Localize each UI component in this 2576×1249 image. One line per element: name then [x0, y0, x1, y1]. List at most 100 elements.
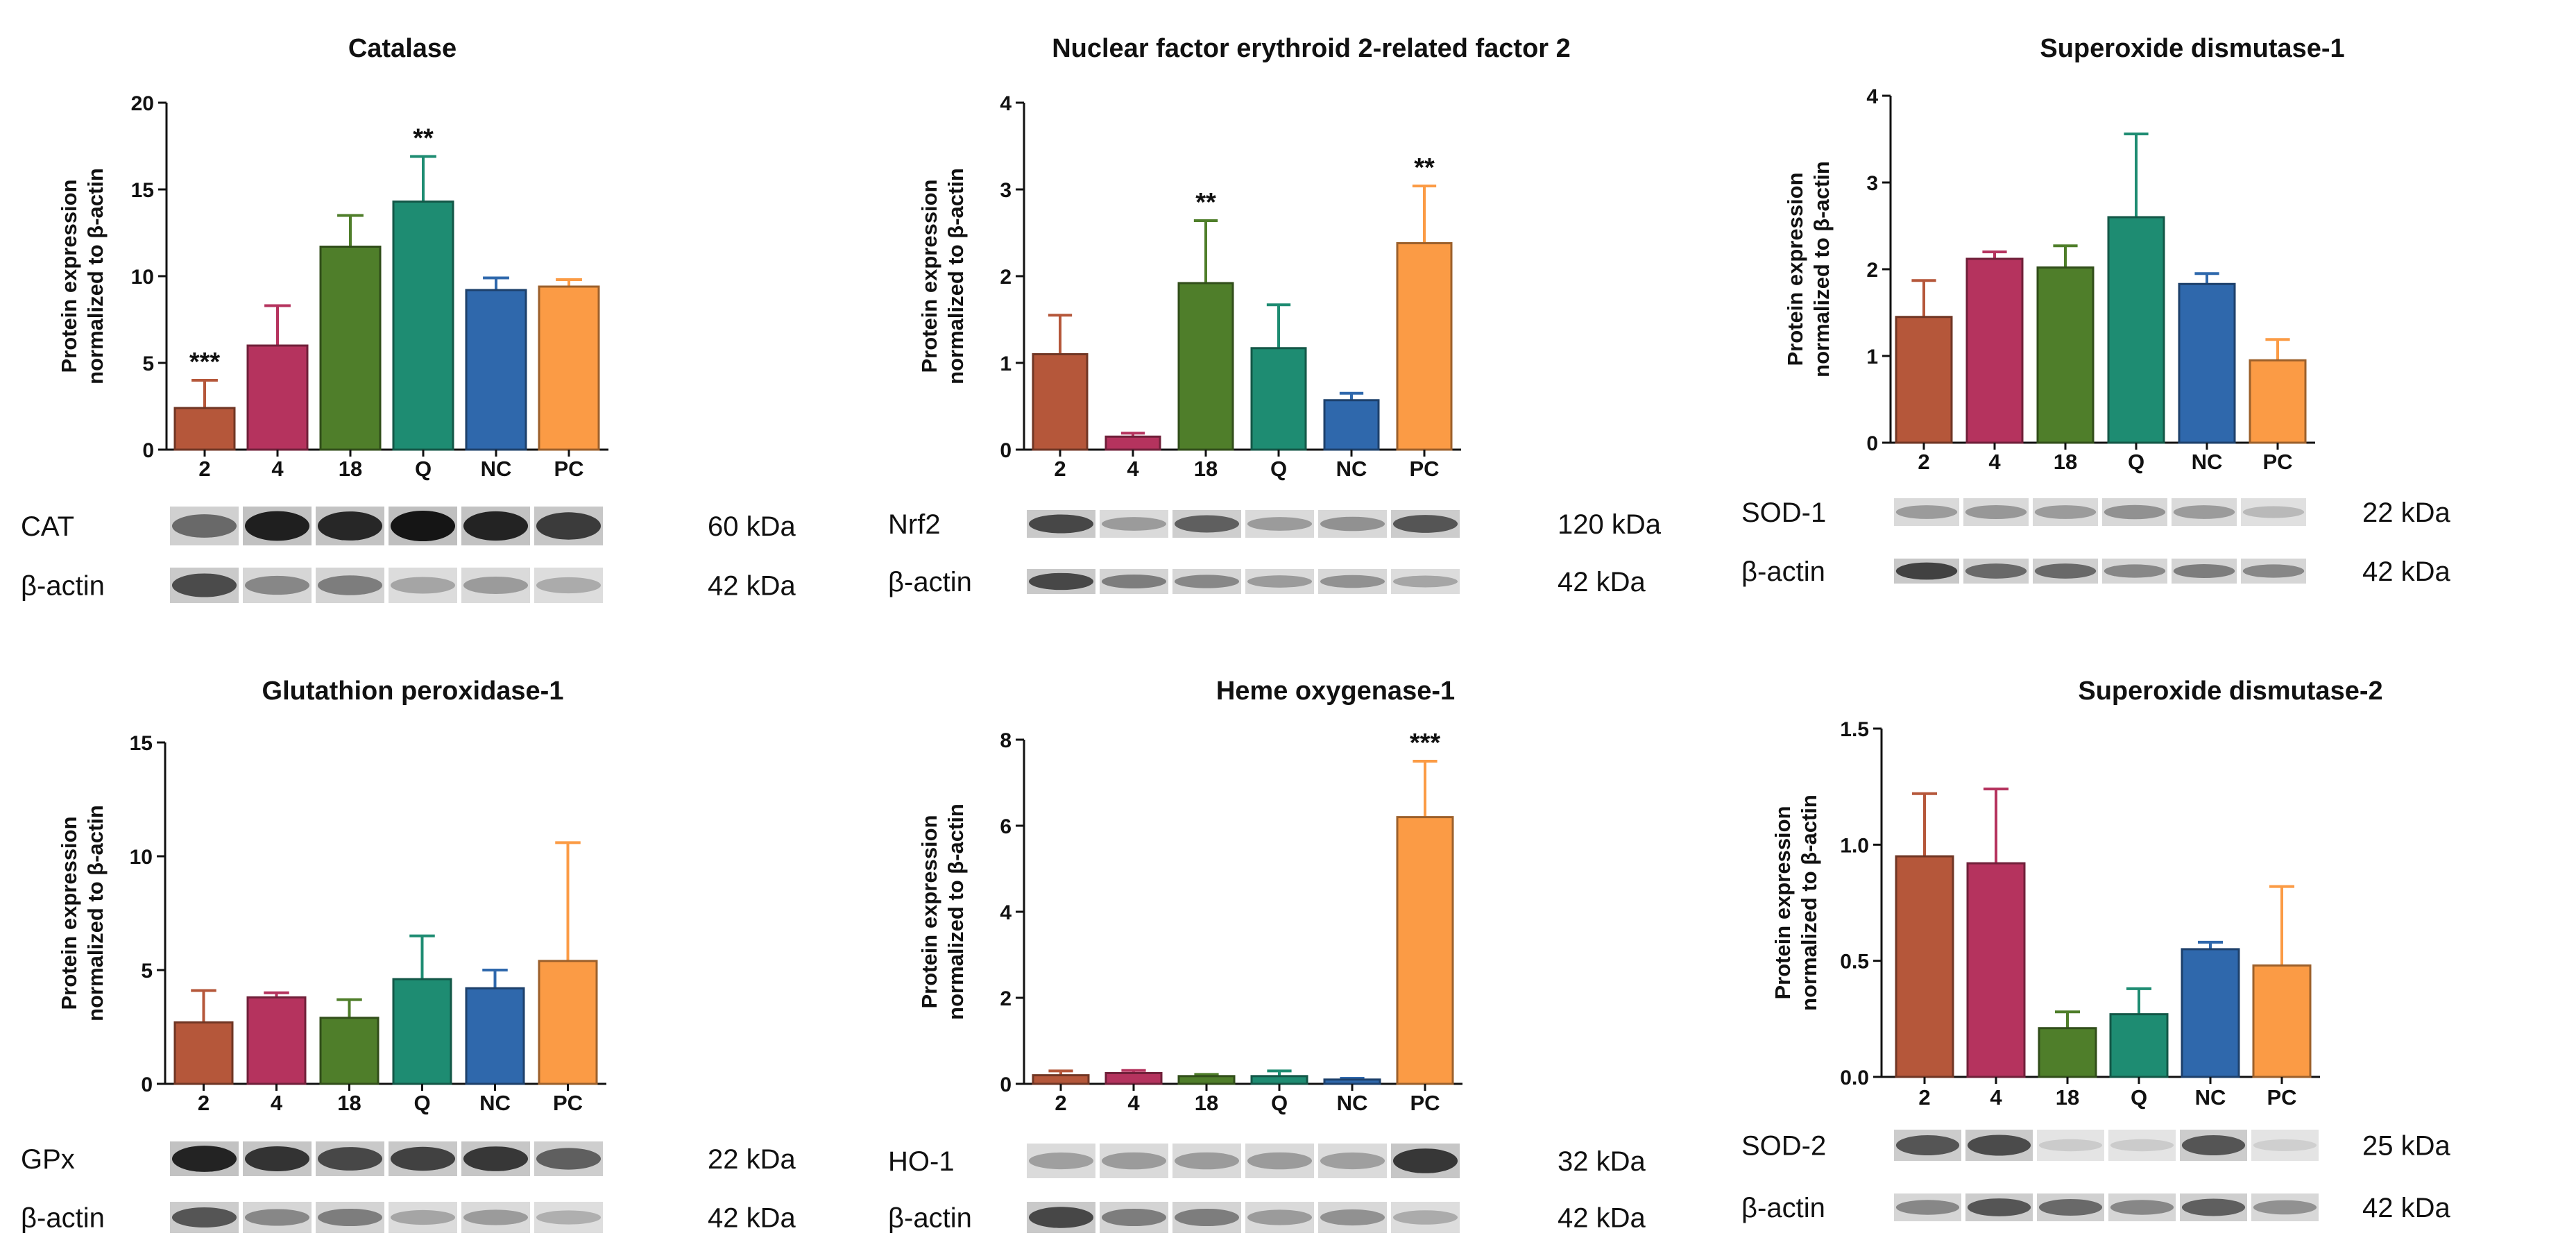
y-tick-label: 15	[131, 179, 154, 202]
category-label: Q	[1270, 457, 1287, 481]
blot-band	[1320, 516, 1385, 532]
blot-kda-label: 42 kDa	[2362, 556, 2450, 587]
category-label: 4	[1988, 450, 2001, 474]
blot-label: CAT	[21, 511, 74, 542]
blot-band	[2110, 1139, 2174, 1152]
y-axis-label-line: Protein expression	[1771, 806, 1795, 999]
panel-5: Superoxide dismutase-2 Protein expression…	[1741, 677, 2450, 1223]
y-tick-label: 6	[1000, 815, 1012, 838]
y-axis-label-line: normalized to β-actin	[1797, 795, 1821, 1011]
y-axis-label-line: normalized to β-actin	[944, 804, 968, 1020]
bar-18	[2036, 266, 2095, 444]
blot-band	[1895, 1135, 1960, 1156]
y-tick-label: 3	[1866, 172, 1878, 195]
blot-band	[1392, 515, 1458, 533]
y-axis-label: Protein expressionnormalized to β-actin	[1783, 161, 1834, 377]
bar-2	[1895, 855, 1954, 1078]
category-label: 4	[271, 1091, 283, 1115]
category-label: NC	[2195, 1085, 2226, 1110]
blot-label: β-actin	[1741, 556, 1825, 587]
blot-band	[244, 1209, 310, 1226]
y-tick-label: 1.5	[1840, 718, 1869, 741]
blot-band	[1967, 1135, 2031, 1156]
y-axis-label-line: normalized to β-actin	[1809, 161, 1834, 377]
category-label: PC	[2267, 1085, 2296, 1110]
y-tick-label: 0	[1866, 432, 1878, 455]
y-axis-label-line: Protein expression	[57, 179, 81, 373]
bar-4	[246, 996, 307, 1085]
blot-band	[171, 1207, 237, 1228]
blot-band	[317, 575, 383, 595]
y-tick-label: 4	[1000, 92, 1012, 115]
panel-2: Superoxide dismutase-1 Protein expression…	[1741, 34, 2450, 587]
y-axis-label-line: normalized to β-actin	[83, 805, 108, 1021]
bar-Q	[392, 978, 452, 1085]
blot-kda-label: 42 kDa	[708, 1203, 796, 1234]
significance-label: ***	[1410, 729, 1441, 758]
blot-band	[463, 511, 529, 541]
blot-label: β-actin	[21, 571, 105, 602]
y-tick-label: 4	[1000, 901, 1012, 924]
panel-4: Heme oxygenase-1 Protein expressionnormal…	[888, 677, 1646, 1234]
blot-band	[2253, 1200, 2317, 1215]
chart-title: Nuclear factor erythroid 2-related facto…	[1052, 34, 1571, 63]
blot-band	[2038, 1139, 2103, 1152]
bar-Q	[2107, 216, 2165, 444]
blot-band	[463, 576, 529, 595]
blot-band	[2181, 1135, 2246, 1156]
bar-Q	[1250, 347, 1307, 451]
y-tick-label: 8	[1000, 729, 1012, 752]
category-label: 4	[1990, 1085, 2002, 1110]
category-label: Q	[1271, 1091, 1288, 1115]
bar-2	[1895, 316, 1953, 444]
blot-band	[1965, 563, 2027, 579]
y-tick-label: 2	[1000, 987, 1012, 1010]
blot-band	[1392, 1148, 1458, 1173]
bar-18	[1177, 282, 1234, 451]
blot-band	[1895, 1200, 1960, 1215]
category-label: 18	[339, 457, 362, 481]
blot-band	[390, 1209, 456, 1225]
blot-band	[1028, 1152, 1094, 1170]
panel-1: Nuclear factor erythroid 2-related facto…	[888, 34, 1662, 597]
blot-band	[463, 1146, 529, 1171]
chart-title: Catalase	[348, 34, 457, 63]
chart-title: Heme oxygenase-1	[1216, 677, 1455, 706]
y-tick-label: 3	[1000, 179, 1012, 202]
chart-title: Superoxide dismutase-1	[2040, 34, 2344, 63]
category-label: 2	[1918, 450, 1929, 474]
panel-0: Catalase Protein expressionnormalized to …	[21, 34, 796, 603]
y-tick-label: 1.0	[1840, 834, 1869, 857]
bar-18	[319, 246, 382, 451]
blot-band	[2242, 564, 2305, 578]
y-axis-label: Protein expressionnormalized to β-actin	[917, 168, 968, 384]
category-label: PC	[2262, 450, 2292, 474]
category-label: 2	[1055, 1091, 1066, 1115]
bar-4	[1966, 862, 2026, 1078]
blot-label: GPx	[21, 1144, 75, 1175]
y-tick-label: 0.5	[1840, 951, 1869, 974]
bar-NC	[2181, 948, 2240, 1078]
blot-band	[1247, 1152, 1313, 1170]
blot-band	[2104, 504, 2166, 520]
blot-band	[244, 511, 310, 541]
y-axis-label: Protein expressionnormalized to β-actin	[57, 805, 108, 1021]
y-tick-label: 5	[142, 352, 154, 375]
blot-kda-label: 42 kDa	[1558, 1203, 1646, 1234]
blot-band	[2038, 1198, 2103, 1216]
blot-band	[1247, 517, 1313, 531]
y-axis-label: Protein expressionnormalized to β-actin	[57, 168, 108, 384]
y-axis-label-line: normalized to β-actin	[83, 168, 108, 384]
blot-band	[1174, 1208, 1240, 1227]
category-label: NC	[479, 1091, 511, 1115]
category-label: PC	[553, 1091, 583, 1115]
y-tick-label: 5	[141, 960, 153, 983]
y-tick-label: 2	[1000, 266, 1012, 289]
y-tick-label: 0	[1000, 439, 1012, 462]
bar-2	[173, 1021, 234, 1085]
y-tick-label: 10	[130, 846, 153, 869]
y-axis-label: Protein expressionnormalized to β-actin	[1771, 795, 1821, 1011]
y-tick-label: 15	[130, 732, 153, 755]
blot-label: SOD-2	[1741, 1131, 1826, 1162]
blot-band	[171, 573, 237, 597]
